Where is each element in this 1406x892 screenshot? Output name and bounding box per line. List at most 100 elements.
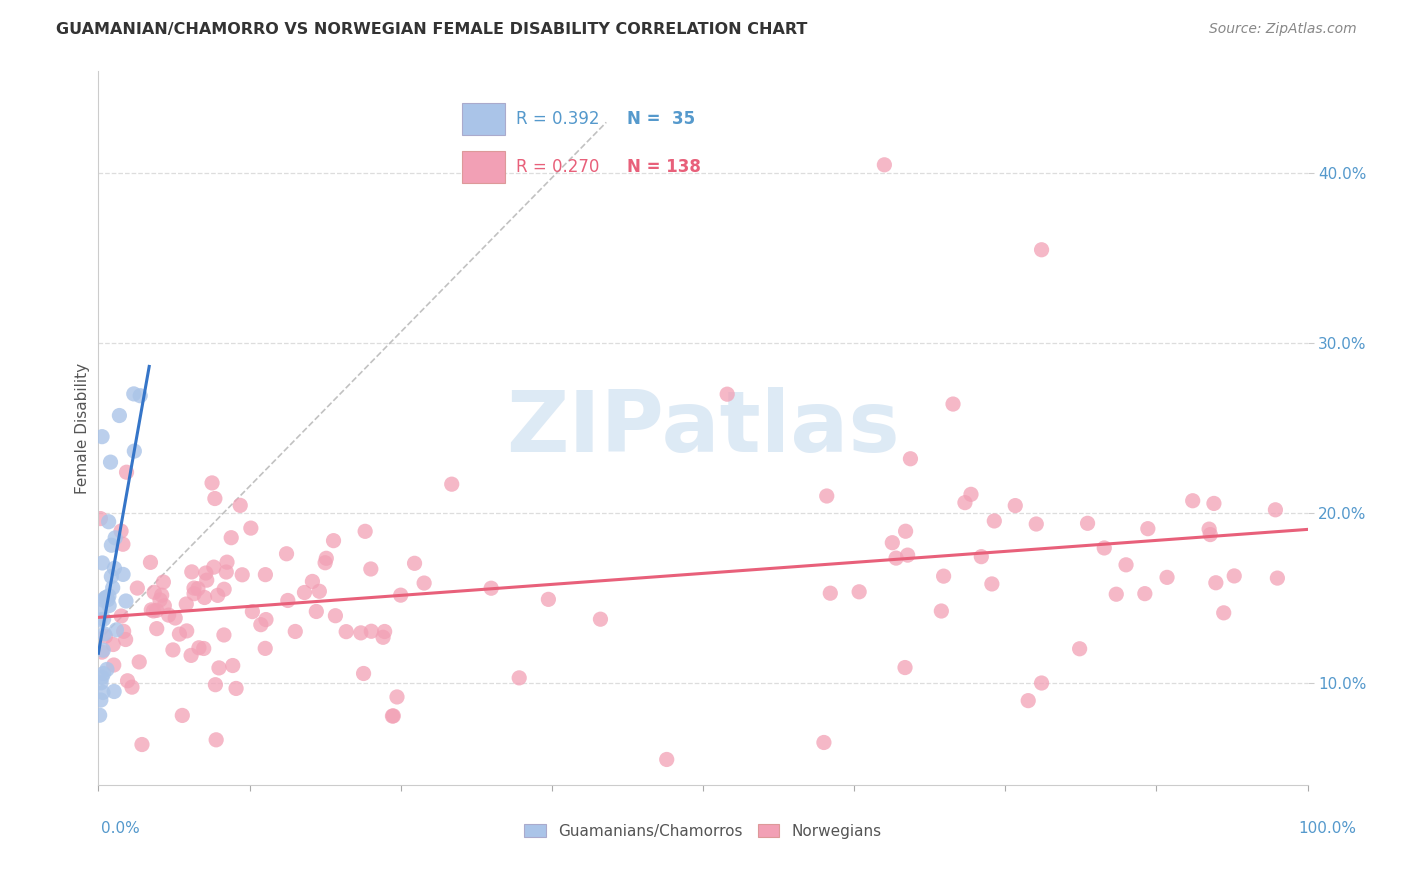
Text: 100.0%: 100.0% xyxy=(1299,821,1357,836)
Point xyxy=(894,524,917,539)
Point xyxy=(128,655,150,669)
Point xyxy=(250,617,273,632)
Text: 0.0%: 0.0% xyxy=(101,821,141,836)
Point xyxy=(89,602,111,616)
Point xyxy=(1212,606,1234,620)
Point xyxy=(882,535,904,549)
Point xyxy=(90,693,112,707)
Point xyxy=(980,577,1002,591)
Point xyxy=(212,582,235,597)
Point xyxy=(305,605,328,619)
Point xyxy=(1133,587,1156,601)
Point xyxy=(117,673,139,688)
Point xyxy=(277,593,299,607)
Point xyxy=(231,567,253,582)
Point xyxy=(91,643,114,657)
Point xyxy=(100,569,122,583)
Point xyxy=(884,551,907,566)
Point xyxy=(294,585,316,599)
Point xyxy=(97,592,120,607)
Point xyxy=(205,732,228,747)
Point xyxy=(121,680,143,694)
Point xyxy=(141,603,163,617)
Point xyxy=(953,495,976,509)
Point xyxy=(98,599,121,613)
Point xyxy=(97,515,120,529)
Point xyxy=(385,690,408,704)
Point xyxy=(122,387,145,401)
Text: ZIPatlas: ZIPatlas xyxy=(506,386,900,470)
Point xyxy=(172,708,194,723)
Point xyxy=(219,531,242,545)
Point xyxy=(354,524,377,539)
Point xyxy=(187,640,209,655)
Point xyxy=(1136,522,1159,536)
Point xyxy=(165,611,187,625)
Point xyxy=(93,612,115,626)
Point xyxy=(894,660,917,674)
Point xyxy=(143,585,166,599)
Point xyxy=(360,562,382,576)
Point xyxy=(124,444,146,458)
Point xyxy=(96,662,118,676)
Point xyxy=(204,678,226,692)
Point xyxy=(308,584,330,599)
Point xyxy=(1267,571,1289,585)
Point xyxy=(207,588,229,602)
Point xyxy=(942,397,965,411)
Point xyxy=(142,604,165,618)
Point xyxy=(89,613,111,627)
Point xyxy=(1069,641,1091,656)
Point xyxy=(101,581,124,595)
Point xyxy=(91,645,114,659)
Point xyxy=(193,591,215,605)
Point xyxy=(284,624,307,639)
Point xyxy=(225,681,247,696)
Point xyxy=(127,581,149,595)
Point xyxy=(848,584,870,599)
Point xyxy=(322,533,344,548)
Point xyxy=(353,666,375,681)
Point xyxy=(150,588,173,602)
Point xyxy=(91,556,114,570)
Point xyxy=(254,567,277,582)
Point xyxy=(404,557,426,571)
Point xyxy=(91,685,114,699)
Point xyxy=(110,524,132,538)
Point xyxy=(103,658,125,673)
Point xyxy=(1031,243,1053,257)
Point xyxy=(112,624,135,639)
Point xyxy=(1092,541,1115,555)
Point xyxy=(1199,527,1222,541)
Point xyxy=(100,455,122,469)
Point xyxy=(89,511,111,525)
Point xyxy=(115,594,138,608)
Point xyxy=(215,555,238,569)
Point xyxy=(240,605,263,619)
Point xyxy=(254,613,277,627)
Point xyxy=(873,158,896,172)
Point xyxy=(91,670,114,684)
Point xyxy=(655,752,678,766)
Point xyxy=(1223,569,1246,583)
Point xyxy=(202,560,225,574)
Point xyxy=(100,538,122,552)
Point xyxy=(301,574,323,589)
Point xyxy=(103,638,125,652)
Point xyxy=(105,623,128,637)
Point xyxy=(94,591,117,605)
Legend: Guamanians/Chamorros, Norwegians: Guamanians/Chamorros, Norwegians xyxy=(519,818,887,845)
Point xyxy=(222,658,245,673)
Point xyxy=(813,735,835,749)
Point xyxy=(1105,587,1128,601)
Point xyxy=(145,603,167,617)
Point xyxy=(413,576,436,591)
Text: Source: ZipAtlas.com: Source: ZipAtlas.com xyxy=(1209,22,1357,37)
Point xyxy=(204,491,226,506)
Point xyxy=(176,624,198,638)
Point xyxy=(180,648,202,663)
Point xyxy=(139,555,162,569)
Point xyxy=(187,582,209,596)
Point xyxy=(440,477,463,491)
Point xyxy=(103,561,125,575)
